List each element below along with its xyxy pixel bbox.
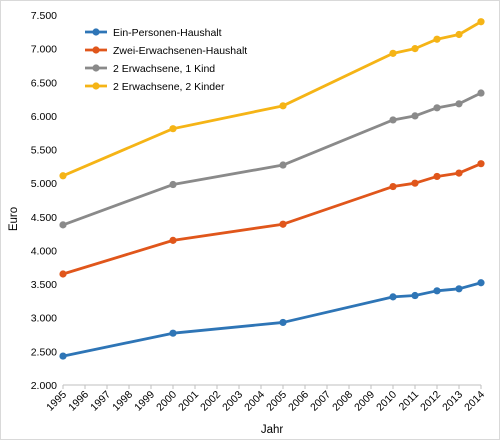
data-point	[433, 287, 441, 295]
legend-item: 2 Erwachsene, 2 Kinder	[85, 81, 225, 93]
series-line	[62, 281, 482, 358]
data-point	[279, 102, 287, 110]
series-2	[59, 160, 485, 278]
x-tick-label: 2005	[264, 389, 289, 414]
series-3	[59, 89, 485, 229]
x-tick-label: 2013	[440, 389, 465, 414]
x-tick-label: 1997	[88, 389, 113, 414]
x-tick-label: 1998	[110, 389, 135, 414]
x-tick-label: 2004	[242, 389, 267, 414]
legend-box	[81, 21, 267, 99]
legend-marker	[92, 28, 100, 36]
data-point	[455, 30, 463, 39]
data-point	[279, 318, 287, 327]
data-point	[411, 291, 419, 300]
legend-label: 2 Erwachsene, 2 Kinder	[113, 81, 225, 93]
y-tick-label: 7.500	[31, 10, 57, 22]
x-tick-label: 2010	[374, 389, 399, 414]
legend-label: 2 Erwachsene, 1 Kind	[113, 63, 215, 75]
x-tick-label: 2001	[176, 389, 201, 414]
legend-marker	[92, 46, 100, 54]
x-tick-label: 2006	[286, 389, 311, 414]
legend-label: Ein-Personen-Haushalt	[113, 27, 222, 39]
legend-marker	[92, 64, 100, 72]
data-point	[59, 221, 67, 229]
data-point	[59, 352, 67, 360]
legend-label: Zwei-Erwachsenen-Haushalt	[113, 45, 247, 57]
x-tick-label: 2011	[397, 389, 422, 414]
y-tick-label: 4.000	[31, 245, 57, 257]
data-point	[411, 45, 419, 53]
series-layer	[59, 18, 485, 360]
legend-item: 2 Erwachsene, 1 Kind	[85, 63, 215, 75]
x-tick-label: 2014	[462, 389, 487, 414]
y-tick-label: 3.000	[31, 313, 57, 325]
data-point	[169, 180, 177, 189]
data-point	[455, 285, 463, 293]
data-point	[477, 160, 485, 168]
series-line	[62, 20, 482, 178]
x-tick-label: 2012	[418, 389, 443, 414]
x-tick-label: 2007	[308, 389, 333, 414]
data-point	[455, 169, 463, 177]
x-tick-label: 1999	[132, 389, 157, 414]
legend: Ein-Personen-Haushalt Zwei-Erwachsenen-Ha…	[81, 21, 267, 99]
legend-marker	[92, 82, 100, 90]
y-tick-label: 2.500	[31, 346, 57, 358]
x-axis-title: Jahr	[261, 424, 284, 436]
legend-item: Ein-Personen-Haushalt	[85, 27, 222, 39]
x-tick-label: 2008	[330, 389, 355, 414]
data-point	[279, 161, 287, 169]
data-point	[59, 270, 67, 278]
data-point	[279, 220, 287, 228]
x-tick-label: 2003	[220, 389, 245, 414]
data-point	[169, 125, 177, 133]
data-point	[59, 172, 67, 180]
legend-item: Zwei-Erwachsenen-Haushalt	[85, 45, 247, 57]
data-point	[477, 279, 485, 287]
data-point	[169, 236, 177, 244]
x-tick-label: 1995	[44, 389, 69, 414]
y-tick-label: 6.000	[31, 111, 57, 123]
y-tick-label: 7.000	[31, 44, 57, 56]
data-point	[433, 172, 441, 181]
y-tick-label: 3.500	[31, 279, 57, 291]
y-tick-label: 4.500	[31, 212, 57, 224]
data-point	[477, 18, 485, 26]
x-tick-label: 2000	[154, 389, 179, 414]
data-point	[411, 112, 419, 120]
data-point	[455, 100, 463, 108]
x-tick-label: 1996	[66, 389, 91, 414]
data-point	[433, 35, 441, 43]
data-point	[169, 329, 177, 337]
y-tick-label: 6.500	[31, 77, 57, 89]
x-tick-label: 2009	[352, 389, 377, 414]
data-point	[389, 49, 397, 57]
x-tick-label: 2002	[198, 389, 223, 414]
series-line	[62, 162, 482, 276]
data-point	[411, 179, 419, 187]
data-point	[477, 89, 485, 97]
data-point	[389, 293, 397, 301]
data-point	[433, 104, 441, 112]
y-tick-label: 2.000	[31, 380, 57, 392]
data-point	[389, 182, 397, 191]
y-tick-label: 5.500	[31, 145, 57, 157]
y-axis-title: Euro	[8, 207, 20, 231]
y-tick-label: 5.000	[31, 178, 57, 190]
series-line	[62, 91, 482, 227]
data-point	[389, 116, 397, 124]
series-1	[59, 279, 485, 360]
series-4	[59, 18, 485, 180]
